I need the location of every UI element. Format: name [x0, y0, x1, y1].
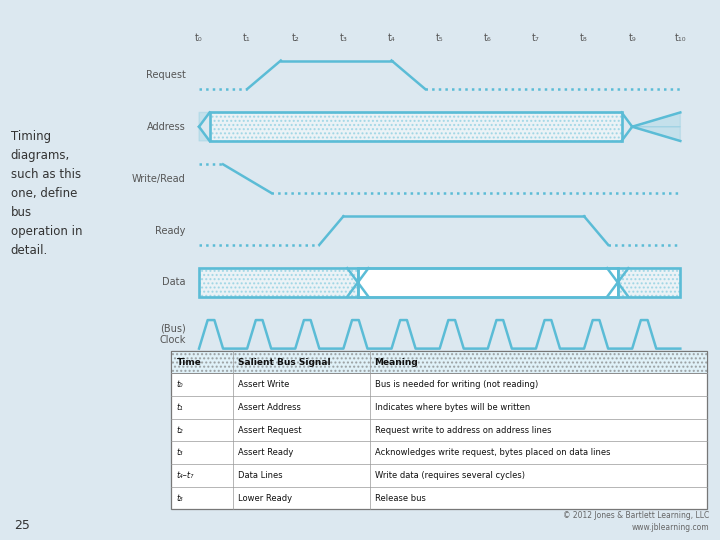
Text: t₃: t₃ — [176, 448, 183, 457]
Text: t₅: t₅ — [436, 33, 444, 43]
Text: Ready: Ready — [155, 226, 186, 235]
Polygon shape — [358, 268, 618, 296]
Polygon shape — [199, 268, 358, 296]
Text: Indicates where bytes will be written: Indicates where bytes will be written — [374, 403, 530, 412]
Text: Request write to address on address lines: Request write to address on address line… — [374, 426, 551, 435]
Text: Bus is needed for writing (not reading): Bus is needed for writing (not reading) — [374, 380, 538, 389]
Polygon shape — [199, 112, 210, 127]
Text: Time: Time — [176, 357, 202, 367]
Text: Data Lines: Data Lines — [238, 471, 283, 480]
Polygon shape — [199, 127, 210, 141]
Polygon shape — [632, 127, 680, 141]
Text: t₈: t₈ — [176, 494, 183, 503]
Text: Request: Request — [145, 70, 186, 80]
Text: Lower Ready: Lower Ready — [238, 494, 292, 503]
Text: t₇: t₇ — [532, 33, 540, 43]
Text: t₄–t₇: t₄–t₇ — [176, 471, 194, 480]
Text: t₀: t₀ — [176, 380, 183, 389]
Text: 25: 25 — [14, 519, 30, 532]
Text: t₂: t₂ — [176, 426, 183, 435]
Polygon shape — [618, 268, 680, 296]
Text: Assert Ready: Assert Ready — [238, 448, 293, 457]
Text: (Bus)
Clock: (Bus) Clock — [159, 323, 186, 345]
Text: Salient Bus Signal: Salient Bus Signal — [238, 357, 330, 367]
Text: t₄: t₄ — [387, 33, 395, 43]
Text: Acknowledges write request, bytes placed on data lines: Acknowledges write request, bytes placed… — [374, 448, 610, 457]
Bar — [171, 351, 707, 374]
Text: Data: Data — [162, 278, 186, 287]
Text: Assert Request: Assert Request — [238, 426, 302, 435]
Text: Write data (requires several cycles): Write data (requires several cycles) — [374, 471, 525, 480]
Text: Assert Address: Assert Address — [238, 403, 301, 412]
Text: t₀: t₀ — [195, 33, 203, 43]
Text: t₆: t₆ — [484, 33, 492, 43]
Polygon shape — [210, 112, 621, 141]
Text: t₁: t₁ — [243, 33, 251, 43]
Bar — [171, 351, 707, 509]
Text: Address: Address — [147, 122, 186, 132]
Text: t₃: t₃ — [339, 33, 347, 43]
Text: Assert Write: Assert Write — [238, 380, 289, 389]
Text: Write/Read: Write/Read — [132, 174, 186, 184]
Text: Timing
diagrams,
such as this
one, define
bus
operation in
detail.: Timing diagrams, such as this one, defin… — [11, 130, 82, 256]
Text: t₁: t₁ — [176, 403, 183, 412]
Text: t₈: t₈ — [580, 33, 588, 43]
Text: Release bus: Release bus — [374, 494, 426, 503]
Text: t₁₀: t₁₀ — [675, 33, 686, 43]
Bar — [171, 351, 707, 374]
Text: t₉: t₉ — [629, 33, 636, 43]
Text: Meaning: Meaning — [374, 357, 418, 367]
Text: t₂: t₂ — [292, 33, 299, 43]
Polygon shape — [632, 112, 680, 127]
Text: © 2012 Jones & Bartlett Learning, LLC
www.jblearning.com: © 2012 Jones & Bartlett Learning, LLC ww… — [563, 511, 709, 532]
